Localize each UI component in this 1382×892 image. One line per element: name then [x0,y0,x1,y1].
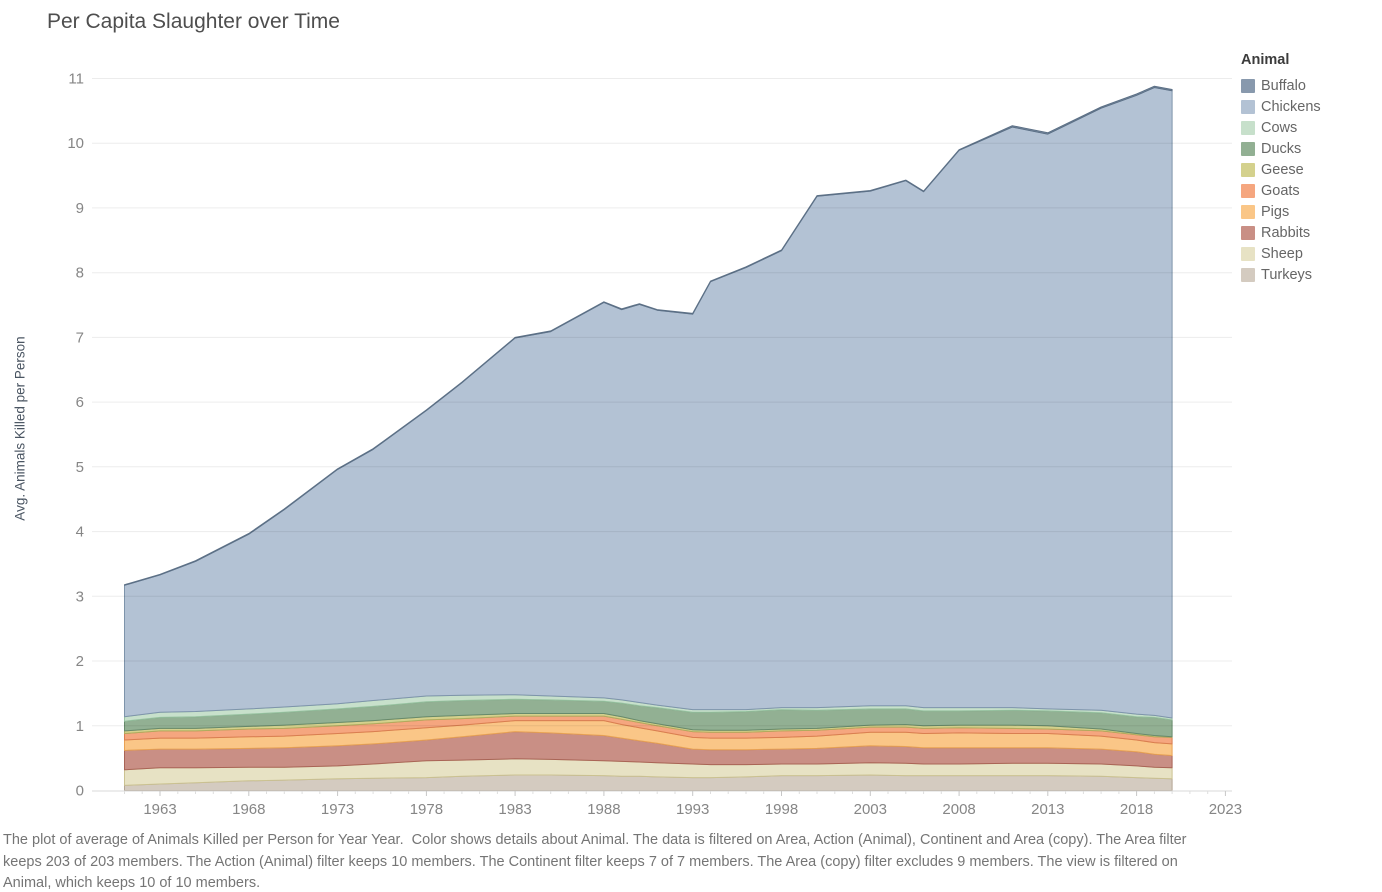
legend-item-chickens[interactable]: Chickens [1241,96,1381,117]
legend-item-geese[interactable]: Geese [1241,159,1381,180]
y-tick-label: 3 [76,588,84,605]
y-tick-label: 5 [76,459,84,476]
legend-item-label: Goats [1261,182,1300,199]
x-tick-label: 2018 [1120,801,1153,818]
legend-item-sheep[interactable]: Sheep [1241,243,1381,264]
x-tick-label: 2013 [1031,801,1064,818]
legend-item-goats[interactable]: Goats [1241,180,1381,201]
legend-swatch-icon [1241,246,1255,261]
y-tick-label: 6 [76,394,84,411]
y-tick-label: 10 [67,135,84,152]
x-tick-label: 1993 [676,801,709,818]
legend-item-turkeys[interactable]: Turkeys [1241,264,1381,285]
legend-item-label: Turkeys [1261,266,1313,283]
legend-item-pigs[interactable]: Pigs [1241,201,1381,222]
area-buffalo[interactable] [124,85,1173,586]
legend-item-label: Geese [1261,161,1304,178]
x-tick-label: 1978 [410,801,443,818]
x-tick-label: 1998 [765,801,798,818]
x-tick-label: 1988 [587,801,620,818]
color-legend: Animal Buffalo Chickens Cows Ducks Geese Goat… [1241,52,1381,285]
x-tick-label: 2003 [854,801,887,818]
legend-swatch-icon [1241,120,1255,135]
legend-item-label: Cows [1261,119,1298,136]
x-tick-label: 1973 [321,801,354,818]
y-tick-label: 9 [76,200,84,217]
legend-swatch-icon [1241,141,1255,156]
y-tick-label: 4 [76,524,84,541]
x-tick-label: 2008 [942,801,975,818]
legend-item-label: Pigs [1261,203,1290,220]
legend-swatch-icon [1241,267,1255,282]
y-axis-title: Avg. Animals Killed per Person [12,336,28,521]
legend-item-label: Ducks [1261,140,1302,157]
y-tick-label: 7 [76,329,84,346]
x-tick-label: 2023 [1209,801,1242,818]
legend-item-rabbits[interactable]: Rabbits [1241,222,1381,243]
legend-swatch-icon [1241,78,1255,93]
legend-item-label: Rabbits [1261,224,1311,241]
legend-item-label: Sheep [1261,245,1303,262]
chart-title: Per Capita Slaughter over Time [47,10,340,33]
legend-item-cows[interactable]: Cows [1241,117,1381,138]
legend-swatch-icon [1241,204,1255,219]
x-tick-label: 1968 [232,801,265,818]
chart-caption: The plot of average of Animals Killed pe… [3,832,1191,891]
legend-swatch-icon [1241,183,1255,198]
legend-title: Animal [1241,52,1290,68]
legend-item-buffalo[interactable]: Buffalo [1241,75,1381,96]
y-tick-label: 8 [76,265,84,282]
y-tick-label: 1 [76,718,84,735]
legend-swatch-icon [1241,162,1255,177]
x-tick-label: 1963 [143,801,176,818]
legend-swatch-icon [1241,99,1255,114]
legend-item-ducks[interactable]: Ducks [1241,138,1381,159]
legend-item-label: Buffalo [1261,77,1306,94]
legend-swatch-icon [1241,225,1255,240]
area-chickens[interactable] [124,87,1173,719]
x-tick-label: 1983 [498,801,531,818]
y-tick-label: 2 [76,653,84,670]
legend-items: Buffalo Chickens Cows Ducks Geese Goats Pigs Ra… [1241,75,1381,285]
y-tick-label: 11 [68,71,84,88]
legend-item-label: Chickens [1261,98,1321,115]
y-tick-label: 0 [76,783,84,800]
